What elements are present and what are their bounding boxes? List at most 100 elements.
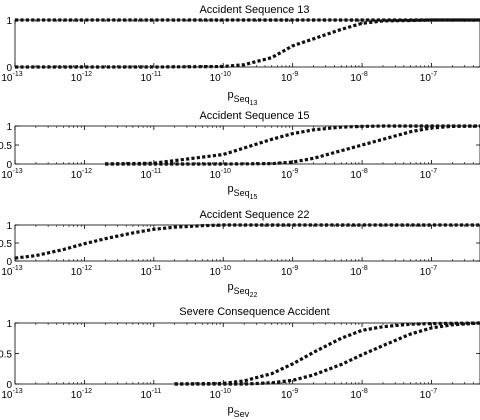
x-tick-exponent: -11	[152, 388, 162, 395]
x-axis-label: pSev	[228, 404, 250, 419]
y-tick-label: 0	[6, 160, 12, 171]
x-axis-label-subsub: 15	[250, 194, 258, 201]
x-tick-label: 10-10	[210, 265, 231, 278]
x-tick-exponent: -10	[221, 168, 231, 175]
x-tick-exponent: -9	[292, 168, 298, 175]
series-line-2	[174, 321, 480, 386]
x-tick-exponent: -13	[13, 168, 23, 175]
y-tick-label: 0.5	[0, 239, 12, 250]
x-tick-label: 10-10	[210, 168, 231, 181]
x-tick-exponent: -8	[362, 71, 368, 78]
x-tick-label: 10-7	[420, 265, 437, 278]
chart-title: Severe Consequence Accident	[179, 306, 329, 318]
chart-panel-1: Accident Sequence 13 0 1 10-13 10-12 10-11 10-…	[1, 4, 480, 107]
x-tick-label: 10-12	[71, 265, 92, 278]
x-axis-label-base: p	[228, 281, 234, 293]
x-tick-label: 10-8	[350, 168, 367, 181]
x-tick-exponent: -10	[221, 388, 231, 395]
chart-panel-3: Accident Sequence 22 0 0.5 1 10-13 10-12 10-11…	[0, 209, 480, 299]
x-tick-exponent: -11	[152, 168, 162, 175]
x-tick-label: 10-12	[71, 388, 92, 401]
x-axis-label-sub: Seq	[234, 188, 250, 198]
x-tick-exponent: -7	[431, 168, 437, 175]
x-tick-exponent: -7	[431, 265, 437, 272]
x-tick-label: 10-7	[420, 168, 437, 181]
x-tick-exponent: -11	[152, 71, 162, 78]
y-tick-label: 0	[6, 63, 12, 74]
x-tick-label: 10-8	[350, 388, 367, 401]
x-tick-exponent: -12	[82, 265, 92, 272]
chart-title: Accident Sequence 22	[199, 209, 309, 221]
x-tick-exponent: -12	[82, 168, 92, 175]
x-tick-exponent: -12	[82, 388, 92, 395]
x-tick-label: 10-9	[281, 168, 298, 181]
x-axis-label: pSeq13	[228, 89, 258, 107]
x-tick-label: 10-11	[140, 265, 161, 278]
series-line-1	[174, 321, 480, 386]
x-axis-label-base: p	[228, 183, 234, 195]
x-tick-label: 10-10	[210, 388, 231, 401]
series-line-2	[15, 18, 480, 69]
x-axis-label-sub: Sev	[234, 409, 250, 419]
y-tick-label: 0	[6, 380, 12, 391]
x-tick-label: 10-7	[420, 71, 437, 84]
chart-title: Accident Sequence 15	[199, 110, 309, 122]
x-tick-exponent: -8	[362, 168, 368, 175]
x-axis-label-subsub: 13	[250, 100, 258, 107]
x-tick-label: 10-11	[140, 71, 161, 84]
x-tick-label: 10-12	[71, 71, 92, 84]
chart-panel-4: Severe Consequence Accident 0 0.5 1 10-13 10-…	[0, 306, 480, 419]
x-tick-exponent: -7	[431, 388, 437, 395]
chart-panel-2: Accident Sequence 15 0 0.5 1 10-13 10-12 10-11…	[0, 110, 480, 201]
x-tick-label: 10-7	[420, 388, 437, 401]
x-axis-label-base: p	[228, 404, 234, 416]
x-tick-label: 10-13	[1, 168, 22, 181]
x-tick-label: 10-11	[140, 388, 161, 401]
x-tick-exponent: -11	[152, 265, 162, 272]
y-tick-label: 1	[6, 16, 12, 27]
x-tick-label: 10-12	[71, 168, 92, 181]
y-tick-label: 1	[6, 319, 12, 330]
x-tick-label: 10-11	[140, 168, 161, 181]
x-tick-label: 10-13	[1, 265, 22, 278]
x-tick-exponent: -12	[82, 71, 92, 78]
x-axis-label-subsub: 22	[250, 292, 258, 299]
x-tick-exponent: -7	[431, 71, 437, 78]
x-axis-label-sub: Seq	[234, 94, 250, 104]
x-axis-label: pSeq22	[228, 281, 258, 299]
y-tick-label: 0.5	[0, 350, 12, 361]
y-tick-label: 0	[6, 257, 12, 268]
x-tick-label: 10-9	[281, 265, 298, 278]
y-tick-label: 1	[6, 221, 12, 232]
x-tick-exponent: -10	[221, 71, 231, 78]
x-tick-exponent: -9	[292, 265, 298, 272]
x-tick-exponent: -13	[13, 71, 23, 78]
chart-title: Accident Sequence 13	[199, 4, 309, 16]
x-tick-label: 10-13	[1, 71, 22, 84]
x-tick-exponent: -9	[292, 388, 298, 395]
x-axis-label: pSeq15	[228, 183, 258, 201]
series-line-1	[14, 223, 480, 260]
series-line-1	[105, 124, 480, 166]
y-tick-label: 0.5	[0, 141, 12, 152]
x-axis-label-sub: Seq	[234, 286, 250, 296]
x-tick-label: 10-9	[281, 71, 298, 84]
x-tick-exponent: -8	[362, 388, 368, 395]
plot-frame	[14, 322, 480, 385]
x-tick-label: 10-10	[210, 71, 231, 84]
y-tick-label: 1	[6, 122, 12, 133]
x-tick-exponent: -9	[292, 71, 298, 78]
x-tick-exponent: -8	[362, 265, 368, 272]
x-tick-label: 10-13	[1, 388, 22, 401]
x-tick-label: 10-9	[281, 388, 298, 401]
plot-frame	[14, 19, 480, 68]
x-tick-label: 10-8	[350, 71, 367, 84]
x-tick-exponent: -13	[13, 388, 23, 395]
x-tick-label: 10-8	[350, 265, 367, 278]
x-tick-exponent: -13	[13, 265, 23, 272]
series-line-2	[105, 124, 480, 166]
x-axis-label-base: p	[228, 89, 234, 101]
x-tick-exponent: -10	[221, 265, 231, 272]
